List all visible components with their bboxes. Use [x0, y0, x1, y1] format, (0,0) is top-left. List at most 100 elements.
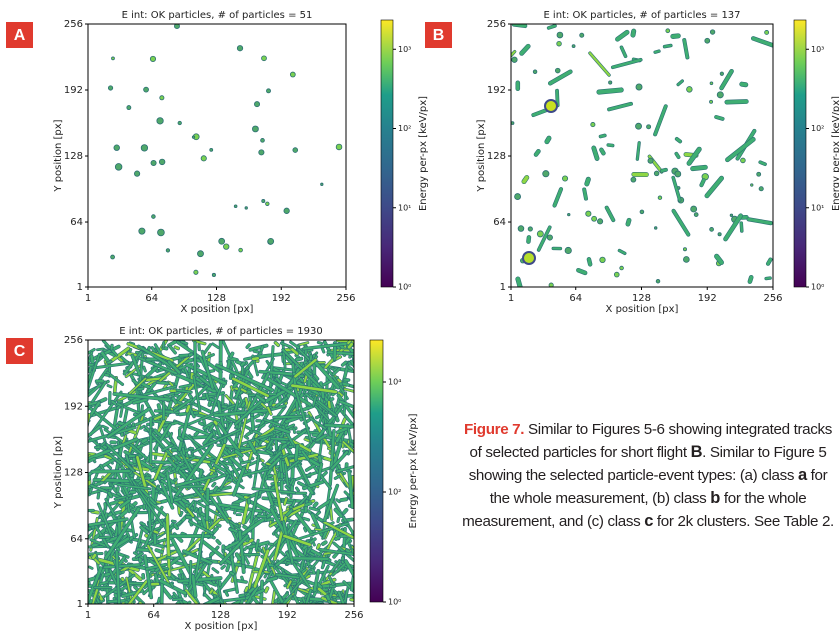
particle — [349, 344, 352, 347]
particle — [262, 56, 267, 61]
particle — [254, 351, 257, 352]
particle — [157, 118, 163, 124]
particle — [675, 171, 681, 177]
panel-title: E int: OK particles, # of particles = 51 — [122, 10, 313, 21]
particle — [177, 468, 179, 471]
particle — [92, 471, 128, 472]
particle — [215, 488, 217, 491]
particle — [640, 210, 644, 214]
particle — [536, 151, 538, 154]
particle — [179, 486, 203, 487]
y-tick-label: 128 — [64, 468, 83, 479]
y-tick-label: 128 — [487, 151, 506, 162]
particle — [284, 208, 289, 213]
particle — [252, 126, 258, 132]
colorbar-tick-label: 10⁰ — [811, 283, 824, 292]
particle — [262, 199, 265, 202]
particle-tracks — [108, 24, 342, 277]
particle — [98, 494, 99, 498]
particle — [306, 503, 310, 505]
particle — [294, 429, 295, 433]
particle — [665, 46, 671, 47]
particle — [234, 205, 237, 208]
particle — [693, 167, 706, 168]
particle — [751, 184, 753, 186]
particle — [175, 347, 178, 348]
particle-outline — [353, 573, 363, 579]
panel-label: B — [433, 27, 445, 44]
particle — [156, 550, 161, 552]
colorbar-tick-label: 10³ — [811, 45, 824, 54]
particle — [537, 231, 543, 237]
particle — [246, 588, 247, 591]
particle — [742, 84, 746, 85]
y-axis-label: Y position [px] — [53, 119, 64, 192]
panel: 164128192256164128192256E int: OK partic… — [6, 326, 419, 632]
particle — [710, 30, 715, 35]
particle — [687, 87, 693, 93]
colorbar-tick-label: 10¹ — [398, 203, 411, 212]
panel: 164128192256164128192256E int: OK partic… — [425, 10, 839, 315]
particle — [215, 422, 217, 424]
particle — [228, 360, 230, 369]
particle — [592, 216, 597, 221]
particle — [253, 358, 257, 359]
particle — [655, 51, 659, 52]
particle — [666, 29, 670, 33]
particle — [759, 187, 763, 191]
particle — [97, 349, 102, 350]
particle — [170, 433, 171, 437]
particle — [283, 462, 284, 472]
particle — [511, 122, 514, 125]
colorbar — [370, 340, 383, 602]
particle — [144, 367, 145, 371]
particle — [127, 106, 131, 110]
particle — [341, 499, 346, 500]
particle — [254, 102, 259, 107]
particle — [512, 57, 517, 62]
particle — [707, 178, 722, 196]
particle — [716, 117, 722, 119]
particle — [317, 416, 320, 417]
caption-text: for 2k clusters. See Table 2. — [653, 513, 834, 530]
x-tick-label: 1 — [508, 293, 514, 304]
particle — [609, 81, 612, 84]
particle — [518, 226, 524, 232]
particle — [201, 156, 206, 161]
particle — [141, 563, 144, 565]
particle — [528, 237, 529, 241]
particle — [54, 597, 89, 632]
y-tick-label: 256 — [64, 19, 83, 30]
x-tick-label: 1 — [85, 610, 91, 621]
particle — [676, 154, 678, 157]
particle — [159, 159, 165, 165]
particle — [684, 40, 687, 57]
particle — [674, 211, 689, 235]
particle — [601, 150, 603, 154]
particle — [318, 545, 319, 548]
particle-tracks — [511, 25, 777, 302]
particle — [240, 595, 243, 596]
y-axis-label: Y position [px] — [53, 436, 64, 509]
particle — [727, 102, 746, 103]
colorbar-tick-label: 10⁰ — [388, 598, 401, 607]
x-tick-label: 192 — [698, 293, 717, 304]
particle — [89, 567, 92, 568]
y-tick-label: 64 — [493, 217, 506, 228]
particle — [237, 362, 240, 363]
particle — [528, 227, 532, 231]
plot-frame — [88, 24, 346, 287]
y-tick-label: 256 — [64, 335, 83, 346]
particle — [243, 403, 245, 406]
particle — [718, 233, 721, 236]
particle — [152, 215, 156, 219]
particle — [741, 223, 742, 231]
particle — [240, 458, 242, 462]
particle — [276, 534, 278, 536]
particle — [522, 46, 528, 53]
x-tick-label: 256 — [336, 293, 355, 304]
particle — [654, 171, 659, 176]
particle — [304, 528, 305, 531]
particle — [353, 573, 363, 579]
panel: 164128192256164128192256E int: OK partic… — [6, 10, 429, 315]
